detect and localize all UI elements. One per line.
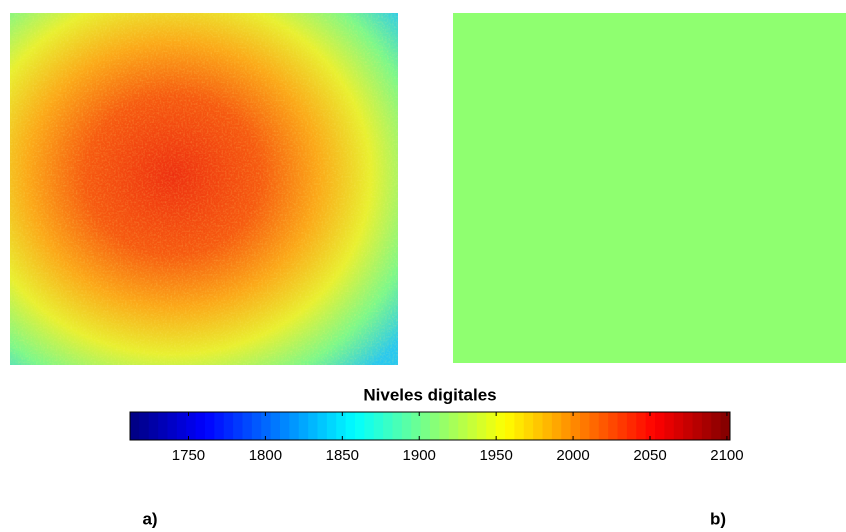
tick-label: 2050 xyxy=(633,447,666,464)
colorbar-segment xyxy=(664,412,675,440)
colorbar-segment xyxy=(176,412,187,440)
colorbar-segment xyxy=(598,412,609,440)
colorbar-segment xyxy=(448,412,459,440)
panel-a xyxy=(10,13,398,365)
colorbar-segment xyxy=(711,412,722,440)
colorbar-segment xyxy=(317,412,328,440)
colorbar-segment xyxy=(580,412,590,440)
colorbar-segment xyxy=(505,412,515,440)
colorbar-segment xyxy=(439,412,450,440)
colorbar-segment xyxy=(542,412,553,440)
colorbar-segment xyxy=(298,412,309,440)
colorbar-segment xyxy=(223,412,234,440)
tick-label: 1850 xyxy=(326,447,359,464)
colorbar-segment xyxy=(289,412,300,440)
colorbar-segment xyxy=(326,412,337,440)
panel-label: b) xyxy=(710,509,726,528)
colorbar-segment xyxy=(364,412,375,440)
colorbar: 1750 1800 1850 1900 1950 2000 2050 2100 xyxy=(129,411,744,464)
colorbar-segment xyxy=(205,412,215,440)
colorbar-segment xyxy=(308,412,318,440)
colorbar-segment xyxy=(514,412,525,440)
colorbar-segment xyxy=(186,412,197,440)
colorbar-segment xyxy=(420,412,431,440)
colorbar-segment xyxy=(242,412,253,440)
colorbar-segment xyxy=(430,412,440,440)
colorbar-segment xyxy=(392,412,403,440)
colorbar-segment xyxy=(533,412,543,440)
colorbar-title: Niveles digitales xyxy=(363,385,496,404)
colorbar-segment xyxy=(673,412,684,440)
colorbar-segment xyxy=(195,412,206,440)
colorbar-segment xyxy=(636,412,647,440)
colorbar-segment xyxy=(626,412,637,440)
colorbar-segment xyxy=(551,412,562,440)
colorbar-segment xyxy=(280,412,290,440)
colorbar-segment xyxy=(373,412,384,440)
colorbar-segment xyxy=(130,412,140,440)
colorbar-segment xyxy=(148,412,159,440)
colorbar-segment xyxy=(701,412,712,440)
tick-label: 1750 xyxy=(172,447,205,464)
colorbar-segment xyxy=(683,412,693,440)
colorbar-segment xyxy=(251,412,262,440)
colorbar-segment xyxy=(401,412,412,440)
colorbar-segment xyxy=(655,412,665,440)
colorbar-segment xyxy=(261,412,272,440)
colorbar-segment xyxy=(411,412,422,440)
heatmap-uniform xyxy=(453,13,846,363)
colorbar-segment xyxy=(336,412,347,440)
colorbar-segment xyxy=(608,412,618,440)
colorbar-segment xyxy=(167,412,178,440)
colorbar-segment xyxy=(345,412,356,440)
heatmap-noise xyxy=(10,13,398,365)
colorbar-segment xyxy=(467,412,478,440)
colorbar-segment xyxy=(523,412,534,440)
colorbar-segment xyxy=(158,412,168,440)
colorbar-segment xyxy=(214,412,225,440)
colorbar-segment xyxy=(692,412,703,440)
tick-label: 1900 xyxy=(403,447,436,464)
colorbar-segment xyxy=(383,412,393,440)
tick-label: 2100 xyxy=(710,447,743,464)
colorbar-segment xyxy=(476,412,487,440)
tick-label: 1950 xyxy=(479,447,512,464)
colorbar-segment xyxy=(570,412,581,440)
tick-label: 1800 xyxy=(249,447,282,464)
colorbar-segment xyxy=(495,412,506,440)
colorbar-segment xyxy=(139,412,150,440)
colorbar-segment xyxy=(589,412,600,440)
colorbar-segment xyxy=(458,412,468,440)
colorbar-segment xyxy=(270,412,281,440)
colorbar-segment xyxy=(233,412,243,440)
colorbar-segment xyxy=(355,412,365,440)
panel-label: a) xyxy=(142,509,157,528)
colorbar-segment xyxy=(486,412,497,440)
colorbar-segment xyxy=(617,412,628,440)
tick-label: 2000 xyxy=(556,447,589,464)
colorbar-frame xyxy=(129,411,731,441)
colorbar-segment xyxy=(561,412,572,440)
colorbar-segment xyxy=(645,412,656,440)
colorbar-segment xyxy=(720,412,731,440)
